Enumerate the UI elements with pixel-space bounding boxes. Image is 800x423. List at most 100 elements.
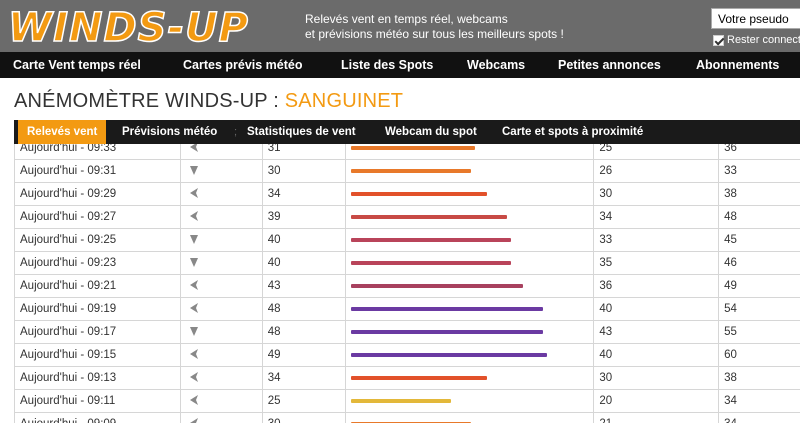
table-row: Aujourd'hui - 09:17 48 43 55 xyxy=(14,320,800,344)
row-min: 30 xyxy=(593,366,720,390)
wind-direction-arrow-icon xyxy=(189,279,198,290)
row-direction xyxy=(179,159,263,183)
table-row: Aujourd'hui - 09:13 34 30 38 xyxy=(14,366,800,390)
row-direction xyxy=(179,343,263,367)
row-speed-bar-cell xyxy=(344,343,595,367)
row-max: 54 xyxy=(718,297,800,321)
row-direction xyxy=(179,205,263,229)
row-min: 20 xyxy=(593,389,720,413)
row-min: 40 xyxy=(593,297,720,321)
tab-previsions-meteo[interactable]: Prévisions météo xyxy=(122,126,218,138)
table-row: Aujourd'hui - 09:29 34 30 38 xyxy=(14,182,800,206)
row-max: 55 xyxy=(718,320,800,344)
title-prefix: ANÉMOMÈTRE WINDS-UP : xyxy=(14,90,285,112)
row-direction xyxy=(179,274,263,298)
tab-separator: ; xyxy=(234,126,238,138)
row-speed-bar-cell xyxy=(344,412,595,423)
row-speed: 31 xyxy=(261,144,346,160)
row-time: Aujourd'hui - 09:21 xyxy=(14,274,181,298)
winds-up-logo[interactable]: WINDS-UP xyxy=(6,4,286,48)
table-row: Aujourd'hui - 09:21 43 36 49 xyxy=(14,274,800,298)
row-max: 46 xyxy=(718,251,800,275)
nav-webcams[interactable]: Webcams xyxy=(467,58,526,72)
row-speed: 48 xyxy=(261,320,346,344)
tagline-line-1: Relevés vent en temps réel, webcams xyxy=(305,12,508,26)
tab-statistiques-vent[interactable]: Statistiques de vent xyxy=(247,126,356,138)
remember-checkbox[interactable] xyxy=(713,34,724,46)
svg-text:WINDS-UP: WINDS-UP xyxy=(8,5,249,48)
row-speed-bar-cell xyxy=(344,366,595,390)
wind-direction-arrow-icon xyxy=(189,371,198,382)
wind-direction-arrow-icon xyxy=(189,210,198,221)
nav-petites-annonces[interactable]: Petites annonces xyxy=(558,58,661,72)
wind-readings-table[interactable]: Aujourd'hui - 09:33 31 25 36 Aujourd'hui - 0… xyxy=(14,144,800,423)
speed-bar xyxy=(350,307,543,311)
row-direction xyxy=(179,389,263,413)
tagline-line-2: et prévisions météo sur tous les meilleu… xyxy=(305,27,564,41)
row-direction xyxy=(179,144,263,160)
row-min: 43 xyxy=(593,320,720,344)
row-max: 34 xyxy=(718,412,800,423)
row-direction xyxy=(179,412,263,423)
wind-direction-arrow-icon xyxy=(189,165,198,175)
speed-bar xyxy=(350,376,487,380)
row-min: 36 xyxy=(593,274,720,298)
row-max: 60 xyxy=(718,343,800,367)
row-max: 33 xyxy=(718,159,800,183)
speed-bar xyxy=(350,284,523,288)
row-speed: 25 xyxy=(261,389,346,413)
row-speed: 48 xyxy=(261,297,346,321)
nav-cartes-previs[interactable]: Cartes prévis météo xyxy=(183,58,303,72)
row-direction xyxy=(179,320,263,344)
row-max: 38 xyxy=(718,366,800,390)
wind-direction-arrow-icon xyxy=(189,257,198,267)
row-time: Aujourd'hui - 09:13 xyxy=(14,366,181,390)
speed-bar xyxy=(350,146,475,150)
row-speed: 49 xyxy=(261,343,346,367)
nav-liste-spots[interactable]: Liste des Spots xyxy=(341,58,434,72)
row-min: 21 xyxy=(593,412,720,423)
table-row: Aujourd'hui - 09:19 48 40 54 xyxy=(14,297,800,321)
row-time: Aujourd'hui - 09:33 xyxy=(14,144,181,160)
row-speed: 34 xyxy=(261,366,346,390)
row-direction xyxy=(179,182,263,206)
speed-bar xyxy=(350,169,471,173)
speed-bar xyxy=(350,330,543,334)
remember-me[interactable]: Rester connect xyxy=(713,34,800,46)
row-direction xyxy=(179,366,263,390)
spot-name: SANGUINET xyxy=(284,90,404,112)
speed-bar xyxy=(350,192,487,196)
row-speed-bar-cell xyxy=(344,144,595,160)
row-speed: 30 xyxy=(261,412,346,423)
wind-direction-arrow-icon xyxy=(189,326,198,336)
row-time: Aujourd'hui - 09:25 xyxy=(14,228,181,252)
site-header: WINDS-UP Relevés vent en temps réel, web… xyxy=(0,0,800,52)
row-time: Aujourd'hui - 09:23 xyxy=(14,251,181,275)
row-speed-bar-cell xyxy=(344,228,595,252)
row-time: Aujourd'hui - 09:31 xyxy=(14,159,181,183)
pseudo-input[interactable]: Votre pseudo xyxy=(711,8,800,29)
spot-subnav: Relevés vent Prévisions météo ; Statisti… xyxy=(14,120,800,144)
row-max: 36 xyxy=(718,144,800,160)
row-speed: 40 xyxy=(261,251,346,275)
row-time: Aujourd'hui - 09:17 xyxy=(14,320,181,344)
row-speed-bar-cell xyxy=(344,159,595,183)
table-row: Aujourd'hui - 09:31 30 26 33 xyxy=(14,159,800,183)
speed-bar xyxy=(350,353,547,357)
table-row: Aujourd'hui - 09:09 30 2134 xyxy=(14,412,800,423)
tab-carte-spots[interactable]: Carte et spots à proximité xyxy=(502,126,644,138)
tab-webcam-spot[interactable]: Webcam du spot xyxy=(385,126,477,138)
table-row: Aujourd'hui - 09:11 25 20 34 xyxy=(14,389,800,413)
row-min: 30 xyxy=(593,182,720,206)
page-title: ANÉMOMÈTRE WINDS-UP : SANGUINET xyxy=(14,90,403,113)
wind-direction-arrow-icon xyxy=(189,144,198,152)
speed-bar xyxy=(350,215,507,219)
row-direction xyxy=(179,297,263,321)
wind-direction-arrow-icon xyxy=(189,348,198,359)
row-min: 26 xyxy=(593,159,720,183)
nav-carte-vent[interactable]: Carte Vent temps réel xyxy=(13,58,141,72)
tab-releves-vent[interactable]: Relevés vent xyxy=(18,120,107,144)
row-min: 35 xyxy=(593,251,720,275)
nav-abonnements[interactable]: Abonnements xyxy=(696,58,780,72)
row-min: 34 xyxy=(593,205,720,229)
